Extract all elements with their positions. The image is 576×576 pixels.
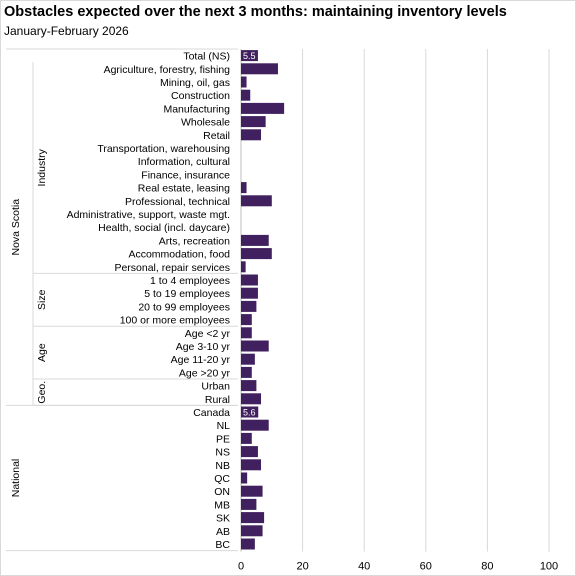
bar (241, 76, 247, 88)
x-tick-label: 80 (481, 561, 493, 573)
bar (241, 63, 278, 75)
category-label: 100 or more employees (120, 315, 230, 327)
bar (241, 419, 269, 431)
bar (241, 472, 248, 484)
inner-group-label: Geo. (36, 381, 48, 404)
inner-group-label: Size (36, 289, 48, 310)
bar (241, 248, 272, 260)
category-label: Canada (193, 407, 230, 419)
bar (241, 353, 255, 365)
chart-title: Obstacles expected over the next 3 month… (4, 4, 507, 20)
category-label: Accommodation, food (128, 249, 230, 261)
chart-subtitle: January-February 2026 (4, 24, 129, 38)
bar (241, 327, 252, 339)
bar (241, 366, 252, 378)
category-label: Construction (171, 90, 230, 102)
x-tick-label: 60 (420, 561, 432, 573)
bar (241, 406, 259, 418)
bar (241, 525, 263, 537)
data-label: 5.5 (243, 51, 256, 61)
category-label: Finance, insurance (141, 169, 230, 181)
category-label: Professional, technical (125, 196, 230, 208)
category-label: Urban (201, 381, 230, 393)
category-label: Age 3-10 yr (176, 341, 231, 353)
category-label: Total (NS) (183, 51, 230, 63)
bar (241, 287, 258, 299)
bar (241, 498, 257, 510)
bar (241, 50, 258, 62)
category-label: Agriculture, forestry, fishing (104, 64, 231, 76)
bar (241, 485, 263, 497)
inner-group-label: Age (36, 343, 48, 362)
bar (241, 116, 266, 128)
category-label: QC (214, 473, 230, 485)
category-label: NS (215, 447, 230, 459)
bar (241, 274, 258, 286)
category-label: Rural (205, 394, 230, 406)
bar (241, 393, 262, 405)
inner-group-label: Industry (36, 148, 48, 186)
bar (241, 234, 269, 246)
category-label: Age 11-20 yr (171, 354, 231, 366)
bar (241, 195, 272, 207)
bar (241, 459, 262, 471)
bar (241, 380, 257, 392)
bar (241, 512, 265, 524)
category-label: MB (214, 499, 230, 511)
x-tick-label: 20 (296, 561, 308, 573)
x-tick-label: 40 (358, 561, 370, 573)
category-label: ON (214, 486, 230, 498)
bar (241, 314, 252, 326)
category-label: PE (216, 433, 230, 445)
x-tick-label: 0 (238, 561, 244, 573)
category-label: Manufacturing (163, 103, 230, 115)
bar (241, 102, 285, 114)
data-label: 5.6 (243, 408, 256, 418)
category-label: Mining, oil, gas (160, 77, 230, 89)
x-tick-label: 100 (540, 561, 558, 573)
category-label: Information, cultural (138, 156, 230, 168)
bar (241, 432, 252, 444)
bar (241, 300, 257, 312)
outer-group-label: National (10, 459, 22, 498)
category-label: Administrative, support, waste mgt. (67, 209, 230, 221)
category-label: AB (216, 526, 230, 538)
category-label: NL (217, 420, 231, 432)
category-label: Personal, repair services (114, 262, 230, 274)
category-label: Transportation, warehousing (97, 143, 230, 155)
category-label: Wholesale (181, 117, 230, 129)
category-label: Real estate, leasing (138, 183, 230, 195)
outer-group-label: Nova Scotia (10, 199, 22, 256)
bar (241, 538, 255, 550)
bar (241, 340, 269, 352)
category-label: NB (215, 460, 230, 472)
category-label: Health, social (incl. daycare) (98, 222, 230, 234)
category-label: Arts, recreation (159, 235, 230, 247)
category-label: Age <2 yr (185, 328, 231, 340)
category-label: 1 to 4 employees (150, 275, 230, 287)
category-label: SK (216, 513, 230, 525)
bar (241, 446, 258, 458)
bar (241, 129, 262, 141)
category-label: 5 to 19 employees (144, 288, 230, 300)
bar (241, 182, 247, 194)
category-label: BC (215, 539, 230, 551)
category-label: Retail (203, 130, 230, 142)
bar (241, 89, 251, 101)
bar (241, 261, 246, 273)
category-label: Age >20 yr (179, 367, 231, 379)
category-label: 20 to 99 employees (138, 301, 230, 313)
